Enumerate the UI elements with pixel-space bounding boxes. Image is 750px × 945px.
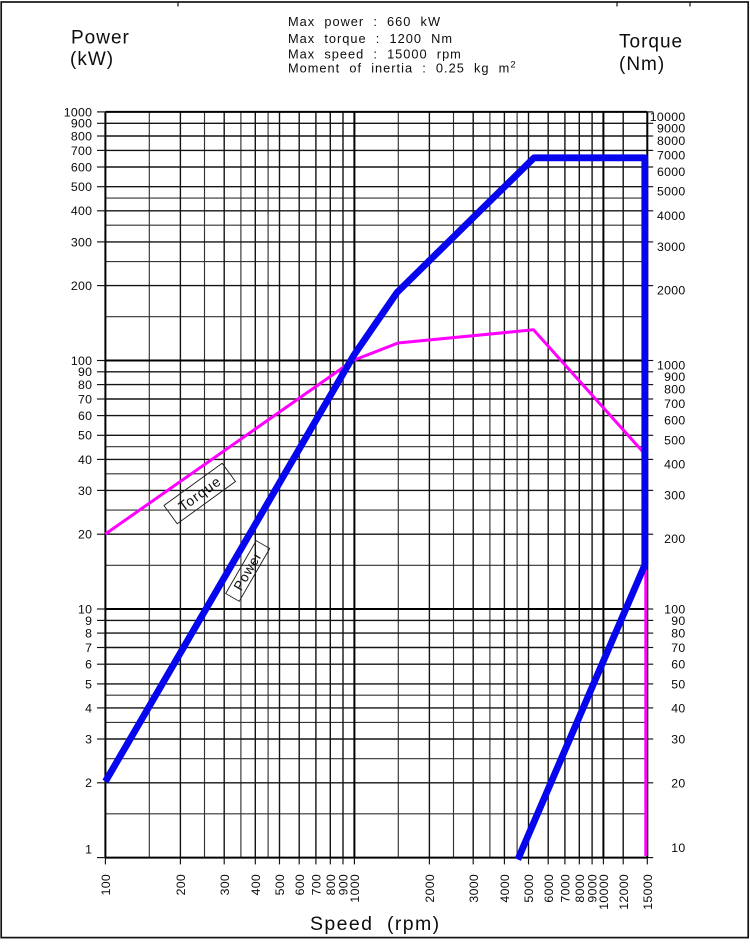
svg-text:300: 300: [218, 874, 232, 895]
svg-text:10000: 10000: [650, 110, 686, 124]
svg-text:5000: 5000: [522, 874, 536, 903]
svg-text:Power: Power: [71, 27, 130, 48]
svg-text:8000: 8000: [657, 134, 686, 148]
svg-text:700: 700: [71, 144, 92, 158]
svg-text:90: 90: [78, 365, 92, 379]
svg-text:Max torque : 1200 Nm: Max torque : 1200 Nm: [288, 31, 453, 46]
svg-text:6000: 6000: [542, 874, 556, 903]
svg-text:60: 60: [78, 409, 92, 423]
svg-text:10: 10: [671, 841, 685, 855]
svg-text:70: 70: [78, 392, 92, 406]
svg-text:700: 700: [310, 874, 324, 895]
svg-text:1000: 1000: [657, 359, 686, 373]
svg-text:600: 600: [664, 414, 685, 428]
svg-text:800: 800: [71, 129, 92, 143]
svg-text:400: 400: [71, 204, 92, 218]
svg-text:2000: 2000: [423, 874, 437, 903]
svg-text:Speed (rpm): Speed (rpm): [310, 913, 441, 935]
svg-text:10: 10: [78, 602, 92, 616]
svg-text:200: 200: [174, 874, 188, 895]
svg-text:7000: 7000: [559, 874, 573, 903]
svg-text:500: 500: [273, 874, 287, 895]
svg-text:Max power : 660 kW: Max power : 660 kW: [288, 14, 441, 29]
svg-text:12000: 12000: [617, 874, 631, 910]
svg-text:(kW): (kW): [70, 49, 114, 70]
svg-text:30: 30: [671, 733, 685, 747]
svg-text:80: 80: [671, 627, 685, 641]
svg-text:3000: 3000: [657, 240, 686, 254]
svg-text:8: 8: [85, 627, 92, 641]
svg-text:(Nm): (Nm): [619, 54, 665, 75]
svg-text:Moment of inertia : 0.25 kg m2: Moment of inertia : 0.25 kg m2: [288, 60, 517, 76]
svg-text:800: 800: [324, 874, 338, 895]
svg-text:6000: 6000: [657, 165, 686, 179]
svg-text:900: 900: [664, 370, 685, 384]
svg-text:900: 900: [71, 117, 92, 131]
svg-text:4000: 4000: [498, 874, 512, 903]
svg-text:100: 100: [664, 603, 685, 617]
svg-text:20: 20: [78, 528, 92, 542]
svg-text:70: 70: [671, 641, 685, 655]
svg-text:400: 400: [249, 874, 263, 895]
svg-text:300: 300: [664, 488, 685, 502]
svg-text:100: 100: [99, 874, 113, 895]
svg-text:40: 40: [671, 701, 685, 715]
svg-text:Torque: Torque: [619, 32, 683, 53]
svg-text:6: 6: [85, 658, 92, 672]
svg-text:600: 600: [71, 160, 92, 174]
svg-text:4: 4: [85, 701, 92, 715]
svg-text:100: 100: [71, 354, 92, 368]
svg-text:7: 7: [85, 641, 92, 655]
svg-text:4000: 4000: [657, 209, 686, 223]
svg-text:50: 50: [78, 429, 92, 443]
svg-text:60: 60: [671, 658, 685, 672]
svg-text:3: 3: [85, 732, 92, 746]
svg-text:Max speed : 15000 rpm: Max speed : 15000 rpm: [288, 47, 462, 62]
svg-text:15000: 15000: [641, 874, 655, 910]
svg-text:2000: 2000: [657, 284, 686, 298]
svg-text:50: 50: [671, 677, 685, 691]
svg-text:500: 500: [664, 433, 685, 447]
svg-text:20: 20: [671, 776, 685, 790]
svg-text:400: 400: [664, 457, 685, 471]
svg-text:600: 600: [293, 874, 307, 895]
svg-text:200: 200: [71, 279, 92, 293]
svg-text:7000: 7000: [657, 148, 686, 162]
svg-text:500: 500: [71, 180, 92, 194]
svg-text:1000: 1000: [348, 874, 362, 903]
svg-text:1000: 1000: [64, 105, 93, 119]
svg-text:5000: 5000: [657, 185, 686, 199]
svg-text:2: 2: [85, 776, 92, 790]
svg-text:900: 900: [337, 874, 351, 895]
svg-text:1: 1: [85, 842, 92, 856]
svg-text:80: 80: [78, 378, 92, 392]
svg-text:5: 5: [85, 677, 92, 691]
svg-text:9: 9: [85, 614, 92, 628]
svg-text:90: 90: [671, 614, 685, 628]
svg-text:200: 200: [664, 532, 685, 546]
svg-text:30: 30: [78, 484, 92, 498]
svg-text:800: 800: [664, 383, 685, 397]
svg-text:3000: 3000: [467, 874, 481, 903]
svg-text:40: 40: [78, 453, 92, 467]
svg-text:300: 300: [71, 235, 92, 249]
svg-text:9000: 9000: [586, 874, 600, 903]
svg-text:9000: 9000: [657, 121, 686, 135]
svg-text:700: 700: [664, 397, 685, 411]
svg-text:8000: 8000: [573, 874, 587, 903]
svg-text:10000: 10000: [597, 874, 611, 910]
